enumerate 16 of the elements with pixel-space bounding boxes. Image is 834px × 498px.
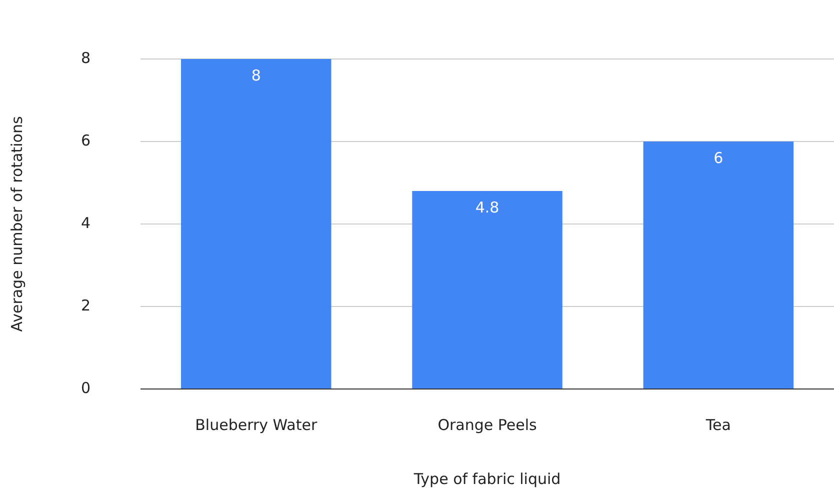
bar	[412, 191, 562, 388]
data-label: 6	[714, 148, 724, 167]
x-axis-title: Type of fabric liquid	[412, 470, 561, 488]
data-label: 8	[251, 66, 261, 84]
bar	[643, 142, 794, 388]
data-label: 4.8	[475, 198, 500, 216]
y-tick-label: 8	[80, 48, 91, 67]
y-axis-title: Average number of rotations	[8, 116, 26, 332]
y-tick-label: 4	[80, 214, 91, 232]
x-tick-label: Blueberry Water	[195, 416, 318, 434]
y-tick-label: 2	[80, 296, 91, 314]
x-tick-label: Orange Peels	[438, 416, 538, 434]
x-tick-label: Tea	[704, 416, 731, 434]
y-tick-label: 6	[80, 131, 91, 150]
y-tick-label: 0	[80, 378, 91, 397]
bar	[180, 59, 332, 388]
